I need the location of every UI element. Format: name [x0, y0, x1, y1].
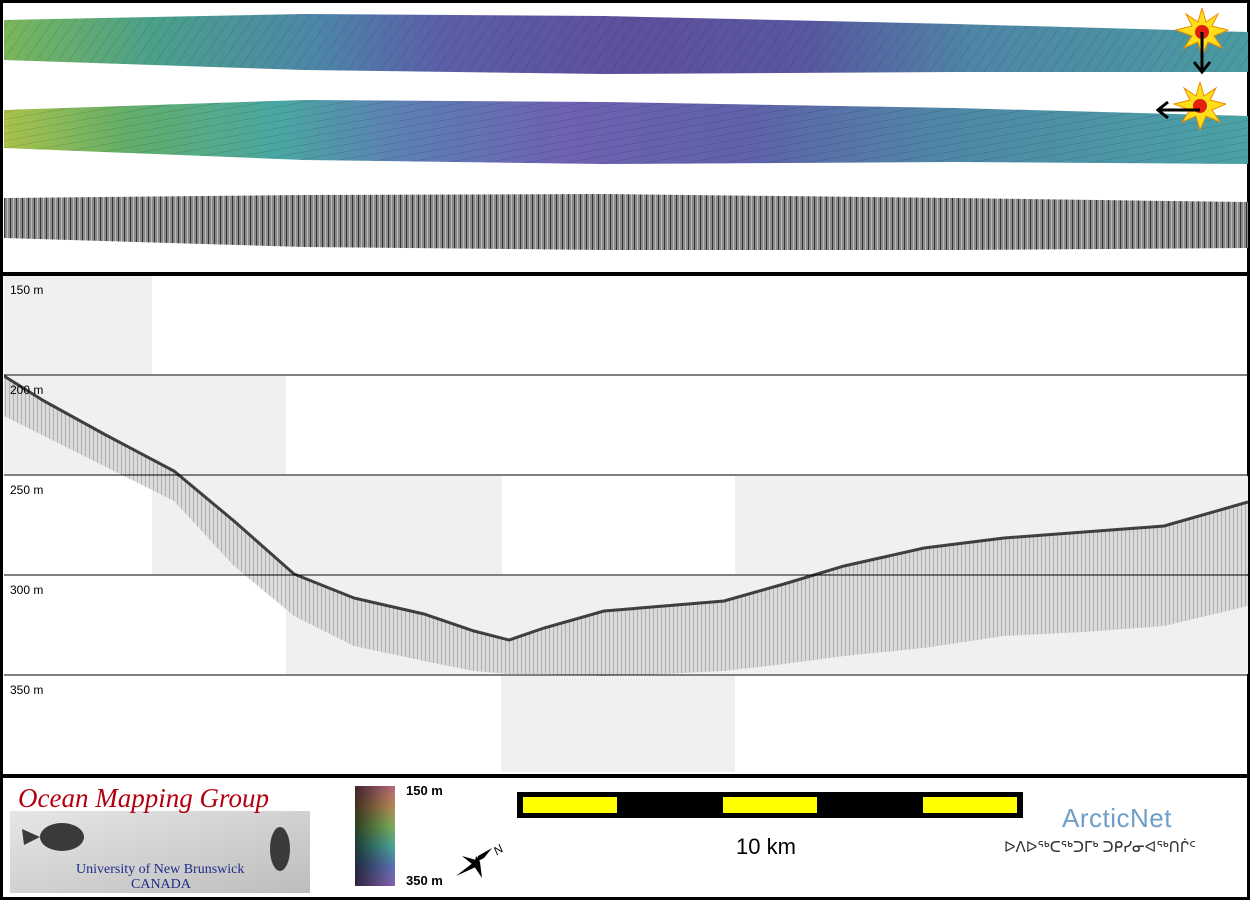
north-letter: N: [491, 841, 506, 858]
scale-segment: [723, 797, 817, 813]
omg-title: Ocean Mapping Group: [18, 783, 269, 813]
sun-illumination-north-icon: [1174, 8, 1230, 75]
window-block: [501, 676, 735, 772]
subbottom-profile: [4, 276, 1248, 772]
scale-segment: [923, 797, 1017, 813]
depth-label-300: 300 m: [10, 583, 44, 597]
depth-label-150: 150 m: [10, 283, 44, 297]
depth-label-250: 250 m: [10, 483, 44, 497]
scale-bar: [517, 792, 1023, 818]
omg-university: University of New Brunswick: [76, 862, 245, 877]
panel-divider-bottom: [0, 774, 1250, 778]
sun-illumination-east-icon: [1156, 82, 1226, 132]
colorbar-bottom-label: 350 m: [406, 873, 443, 888]
arcticnet-logo: ArcticNet: [1062, 803, 1172, 833]
bathymetry-swath-sun-east: [4, 100, 1248, 164]
depth-colorbar: [355, 786, 395, 886]
north-arrow-icon: N: [456, 841, 506, 878]
colorbar-top-label: 150 m: [406, 783, 443, 798]
arcticnet-syllabics: ᐅᐱᐅᖅᑕᖅᑐᒥᒃ ᑐᑭᓯᓂᐊᖅᑎᒌᑦ: [1004, 839, 1196, 856]
bathymetry-swath-sun-north: [4, 14, 1248, 74]
scale-segment: [523, 797, 617, 813]
omg-country: CANADA: [131, 877, 191, 892]
seafloor-reflector: [4, 376, 1248, 676]
window-block: [4, 276, 152, 374]
omg-seafloor-image: [10, 811, 310, 893]
whale-icon: [40, 823, 84, 851]
depth-label-350: 350 m: [10, 683, 44, 697]
ocean-mapping-group-logo: Ocean Mapping Group University of New Br…: [10, 783, 310, 893]
depth-label-200: 200 m: [10, 383, 44, 397]
scale-label: 10 km: [736, 834, 796, 859]
whale-icon: [270, 827, 290, 871]
seafloor-line: [4, 374, 1248, 642]
panel-divider-top: [0, 272, 1250, 276]
backscatter-swath: [4, 194, 1248, 250]
